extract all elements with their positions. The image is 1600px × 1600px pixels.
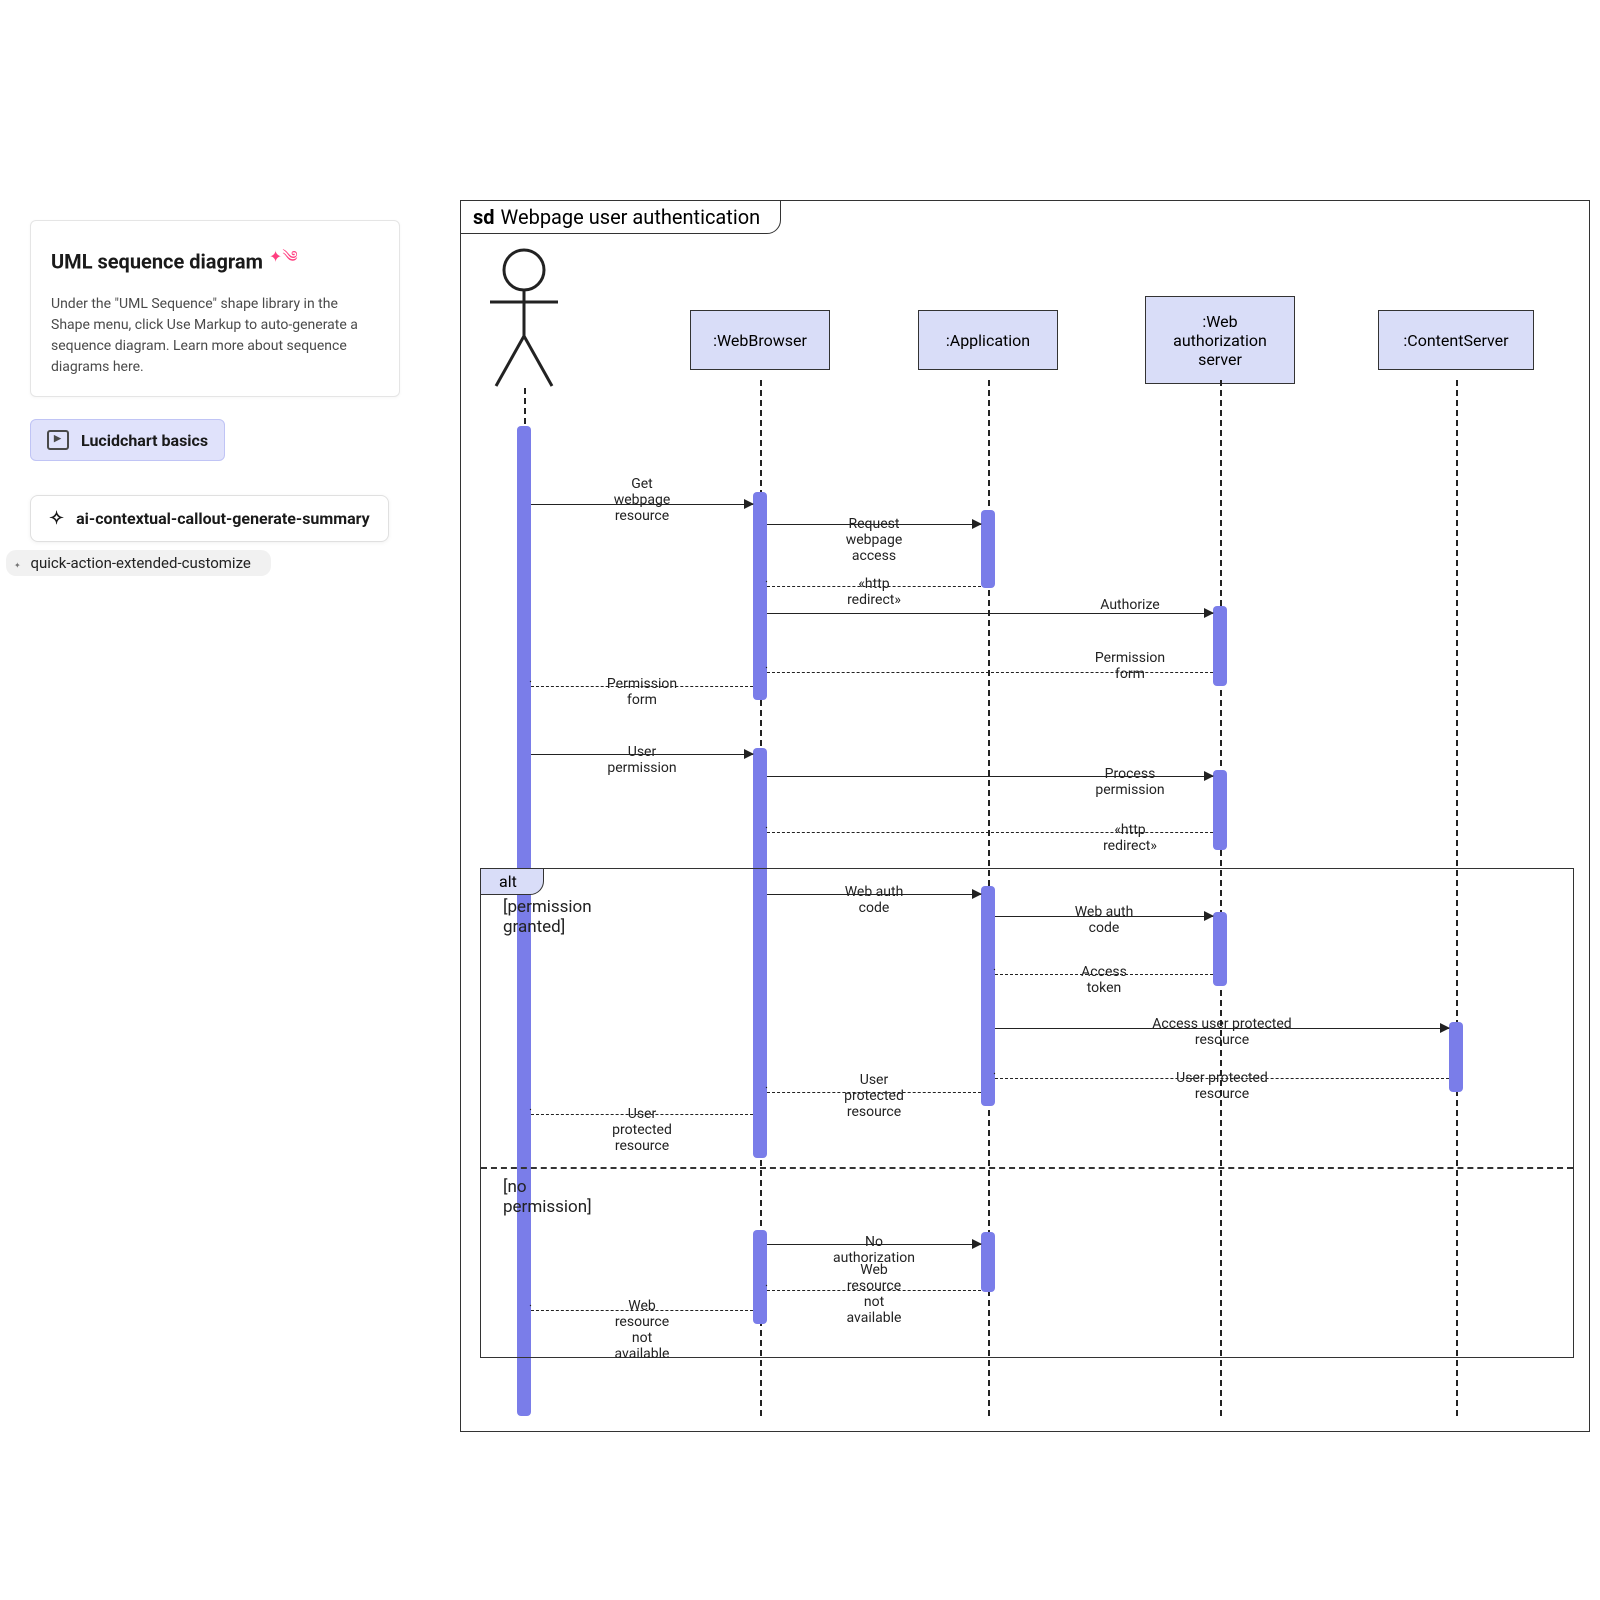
message-label-15: User protected resource — [612, 1106, 672, 1154]
message-0: Get webpage resource — [531, 504, 753, 505]
alt-guard-1: [no permission] — [503, 1177, 592, 1217]
message-label-17: Web resource not available — [847, 1262, 902, 1326]
message-label-13: User protected resource — [1176, 1070, 1268, 1102]
participant-browser: :WebBrowser — [690, 310, 830, 370]
message-label-2: «http redirect» — [847, 576, 901, 608]
activation-browser-1 — [753, 492, 767, 700]
message-label-9: Web auth code — [845, 884, 904, 916]
alt-guard-0: [permission granted] — [503, 897, 592, 937]
message-17: Web resource not available — [767, 1290, 981, 1291]
message-label-1: Request webpage access — [846, 516, 903, 564]
info-panel: UML sequence diagram ✦༄ Under the "UML S… — [30, 220, 400, 397]
activation-auth-4 — [1213, 606, 1227, 686]
quick-action-pill[interactable]: quick-action-extended-customize — [6, 550, 271, 576]
alt-tab: alt — [480, 868, 544, 895]
message-label-14: User protected resource — [844, 1072, 904, 1120]
message-label-10: Web auth code — [1075, 904, 1134, 936]
sparkle-icon: ✦༄ — [269, 239, 298, 284]
quick-action-label: quick-action-extended-customize — [30, 554, 250, 572]
activation-auth-5 — [1213, 770, 1227, 850]
message-3: Authorize — [767, 613, 1213, 614]
message-9: Web auth code — [767, 894, 981, 895]
message-2: «http redirect» — [767, 586, 981, 587]
message-label-6: User permission — [607, 744, 676, 776]
message-7: Process permission — [767, 776, 1213, 777]
participant-content: :ContentServer — [1378, 310, 1534, 370]
message-5: Permission form — [531, 686, 753, 687]
panel-title: UML sequence diagram — [51, 249, 263, 273]
message-4: Permission form — [767, 672, 1213, 673]
participant-app: :Application — [918, 310, 1058, 370]
ai-sparkle-icon: ✧ — [49, 508, 64, 529]
presentation-icon — [47, 430, 69, 450]
alt-divider — [481, 1167, 1573, 1169]
message-13: User protected resource — [995, 1078, 1449, 1079]
message-label-12: Access user protected resource — [1152, 1016, 1291, 1048]
activation-app-2 — [981, 510, 995, 588]
message-label-4: Permission form — [1095, 650, 1165, 682]
message-label-3: Authorize — [1100, 597, 1159, 613]
frame-title-tab: sdWebpage user authentication — [460, 200, 781, 234]
message-label-5: Permission form — [607, 676, 677, 708]
message-18: Web resource not available — [531, 1310, 753, 1311]
actor-stick-figure — [484, 248, 564, 392]
basics-label: Lucidchart basics — [81, 431, 208, 450]
message-16: No authorization — [767, 1244, 981, 1245]
message-6: User permission — [531, 754, 753, 755]
ai-callout-button[interactable]: ✧ ai-contextual-callout-generate-summary — [30, 495, 389, 542]
message-10: Web auth code — [995, 916, 1213, 917]
message-label-18: Web resource not available — [615, 1298, 670, 1362]
participant-auth: :Web authorization server — [1145, 296, 1295, 384]
sidebar: UML sequence diagram ✦༄ Under the "UML S… — [30, 220, 400, 576]
message-label-7: Process permission — [1095, 766, 1164, 798]
message-14: User protected resource — [767, 1092, 981, 1093]
message-label-8: «http redirect» — [1103, 822, 1157, 854]
message-label-0: Get webpage resource — [614, 476, 671, 524]
message-1: Request webpage access — [767, 524, 981, 525]
lucidchart-basics-button[interactable]: Lucidchart basics — [30, 419, 225, 461]
panel-body: Under the "UML Sequence" shape library i… — [51, 294, 379, 378]
message-12: Access user protected resource — [995, 1028, 1449, 1029]
message-11: Access token — [995, 974, 1213, 975]
message-15: User protected resource — [531, 1114, 753, 1115]
message-label-11: Access token — [1081, 964, 1127, 996]
message-8: «http redirect» — [767, 832, 1213, 833]
ai-callout-label: ai-contextual-callout-generate-summary — [76, 509, 370, 528]
